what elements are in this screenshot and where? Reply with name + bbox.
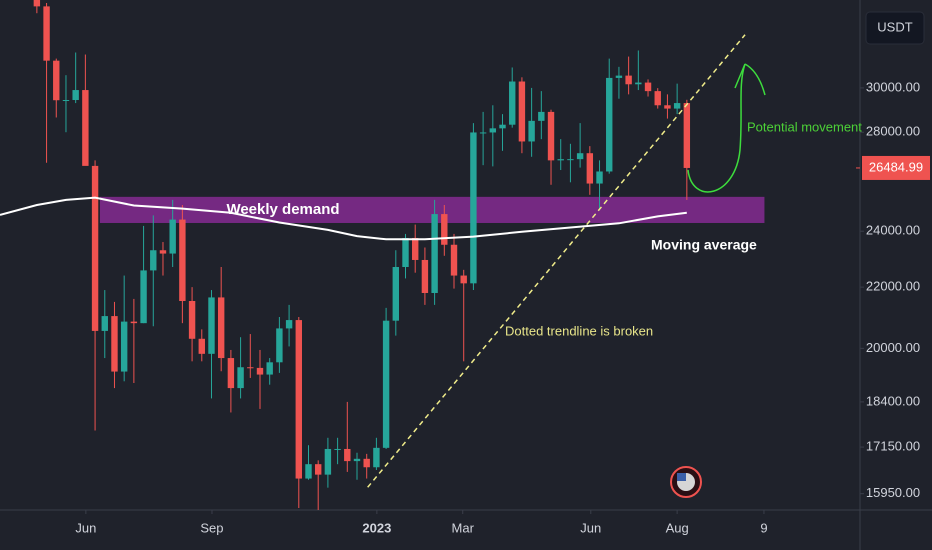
- candle-body: [596, 171, 603, 184]
- candle-body: [382, 320, 390, 448]
- candle-body: [111, 316, 118, 372]
- projection-arrow: [687, 63, 746, 193]
- candle-body: [217, 297, 225, 359]
- demand-zone-label: Weekly demand: [226, 201, 339, 218]
- candle-body: [683, 103, 691, 168]
- candle-body: [256, 367, 264, 375]
- candle-body: [344, 448, 351, 462]
- candle-body: [441, 214, 448, 245]
- candle-body: [576, 153, 584, 160]
- candle-body: [392, 267, 400, 321]
- candle-body: [635, 82, 642, 85]
- x-tick-label: Mar: [452, 520, 475, 535]
- candle-body: [499, 124, 506, 129]
- event-flag-canton: [677, 473, 686, 481]
- x-tick-label: Jun: [75, 520, 96, 535]
- candle-body: [373, 447, 380, 468]
- candle-body: [334, 448, 341, 450]
- y-tick-label: 24000.00: [866, 223, 920, 238]
- ma-annotation: Moving average: [651, 237, 757, 253]
- candle-body: [567, 159, 574, 161]
- candle-body: [324, 448, 332, 475]
- last-price-label: 26484.99: [869, 159, 923, 174]
- candle-body: [557, 159, 564, 161]
- y-tick-label: 18400.00: [866, 393, 920, 408]
- last-price-box: [862, 155, 930, 180]
- candle-body: [159, 250, 167, 254]
- candle-body: [518, 81, 526, 142]
- y-tick-label: 22000.00: [866, 279, 920, 294]
- candle-body: [150, 250, 157, 271]
- candle-body: [412, 237, 419, 260]
- candle-body: [538, 111, 545, 121]
- candle-body: [179, 219, 186, 301]
- candle-body: [314, 464, 322, 475]
- candle-body: [266, 362, 273, 375]
- x-tick-label: 2023: [362, 520, 391, 535]
- candle-body: [208, 297, 215, 354]
- moving-average-line: [0, 196, 687, 241]
- candle-body: [276, 328, 283, 363]
- candle-body: [625, 75, 632, 85]
- trendline-annotation: Dotted trendline is broken: [505, 323, 653, 338]
- candle-body: [586, 153, 594, 184]
- candle-body: [460, 275, 467, 284]
- candle-body: [227, 358, 235, 389]
- candle-body: [247, 367, 254, 369]
- candle-body: [62, 100, 70, 102]
- candle-body: [363, 458, 370, 468]
- y-tick-label: 17150.00: [866, 439, 920, 454]
- candle-body: [295, 320, 302, 479]
- candle-body: [509, 81, 516, 125]
- candle-body: [664, 105, 671, 109]
- candle-body: [654, 91, 661, 106]
- candle-body: [606, 77, 613, 172]
- y-tick-label: 20000.00: [866, 340, 920, 355]
- x-tick-label: Sep: [200, 520, 223, 535]
- candle-body: [479, 132, 487, 134]
- candle-body: [91, 165, 99, 331]
- x-tick-label: Aug: [666, 520, 689, 535]
- candle-body: [169, 219, 176, 254]
- candle-body: [305, 464, 312, 479]
- y-tick-label: 28000.00: [866, 124, 920, 139]
- projection-arrowhead: [734, 63, 766, 96]
- candle-body: [489, 128, 497, 133]
- candle-body: [82, 90, 89, 166]
- y-tick-label: 30000.00: [866, 79, 920, 94]
- candle-body: [188, 300, 196, 339]
- currency-button[interactable]: [865, 11, 925, 45]
- candle-body: [673, 103, 681, 109]
- candle-body: [101, 316, 108, 331]
- overlay: Weekly demand: [226, 201, 339, 218]
- candle-body: [198, 338, 205, 354]
- candle-body: [285, 320, 293, 329]
- candle-body: [421, 259, 429, 293]
- candle-body: [644, 82, 652, 92]
- candle-body: [130, 321, 138, 324]
- candle-body: [43, 6, 50, 61]
- candle-body: [33, 0, 41, 7]
- x-tick-label: Jun: [580, 520, 601, 535]
- candle-body: [470, 132, 477, 284]
- candle-body: [353, 458, 361, 462]
- candle-body: [140, 270, 147, 324]
- candle-body: [402, 237, 409, 268]
- projection-annotation: Potential movement: [747, 119, 862, 134]
- candle-body: [450, 244, 458, 276]
- candle-body: [237, 367, 244, 389]
- plot-area: [0, 0, 765, 510]
- currency-label[interactable]: USDT: [877, 19, 912, 34]
- y-tick-label: 15950.00: [866, 485, 920, 500]
- x-tick-label: 9: [760, 520, 767, 535]
- candle-body: [72, 90, 79, 101]
- candle-body: [431, 214, 438, 293]
- candle-body: [53, 60, 60, 101]
- candle-body: [120, 321, 128, 372]
- candle-body: [615, 75, 623, 78]
- candle-body: [528, 120, 535, 142]
- candle-body: [547, 111, 555, 161]
